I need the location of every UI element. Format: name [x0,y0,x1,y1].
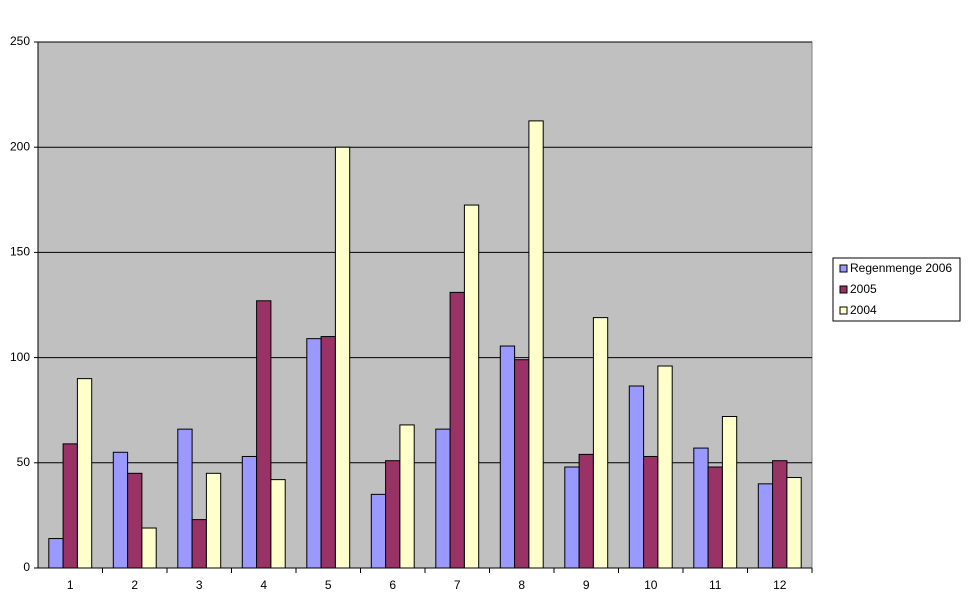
x-tick-label: 4 [260,578,267,592]
legend [832,257,961,322]
bar [514,359,530,569]
bar [370,493,387,569]
x-tick-label: 6 [389,578,396,592]
legend-label: 2004 [850,303,877,317]
x-tick-label: 10 [644,578,658,592]
y-tick-label: 200 [10,139,30,153]
x-tick-label: 12 [773,578,787,592]
bar [399,424,415,569]
bar [334,146,351,569]
bar [177,428,193,569]
x-tick-label: 7 [454,578,461,592]
bar [435,428,451,569]
legend-box [832,257,961,322]
legend-label: Regenmenge 2006 [850,261,952,275]
bar [592,317,609,569]
bar [757,483,774,569]
bar [205,472,222,569]
bar [385,460,401,569]
legend-swatch [839,285,848,294]
bar [112,451,129,569]
bar [48,538,64,569]
y-tick-label: 0 [23,560,30,574]
x-tick-label: 3 [196,578,203,592]
x-tick-label: 2 [131,578,138,592]
bar [628,385,645,569]
bar [499,345,516,569]
y-tick-label: 100 [10,350,30,364]
bar [786,477,802,569]
bar [320,336,336,569]
bar [528,120,544,569]
bar [191,519,207,569]
legend-swatch [839,306,848,315]
x-tick-label: 5 [325,578,332,592]
bar [721,416,738,569]
plot-area [37,41,813,569]
y-tick-label: 50 [17,455,31,469]
x-tick-label: 1 [67,578,74,592]
legend-swatch [839,264,848,273]
bar [564,466,580,569]
bar [657,365,673,569]
bar [693,447,709,569]
bar [256,300,272,569]
bar [127,472,143,569]
bar [643,455,659,569]
bar [62,443,78,569]
bar [449,291,465,569]
bar [241,455,258,569]
y-tick-label: 250 [10,34,30,48]
x-tick-label: 8 [518,578,525,592]
bar [772,460,788,569]
bar [578,453,594,569]
bar [463,204,480,569]
bar [270,479,286,569]
bar [306,338,322,569]
y-tick-label: 150 [10,245,30,259]
x-tick-label: 11 [709,578,722,592]
bar [707,466,723,569]
legend-label: 2005 [850,282,877,296]
bar [141,527,157,569]
bar [76,378,93,569]
x-tick-label: 9 [583,578,590,592]
